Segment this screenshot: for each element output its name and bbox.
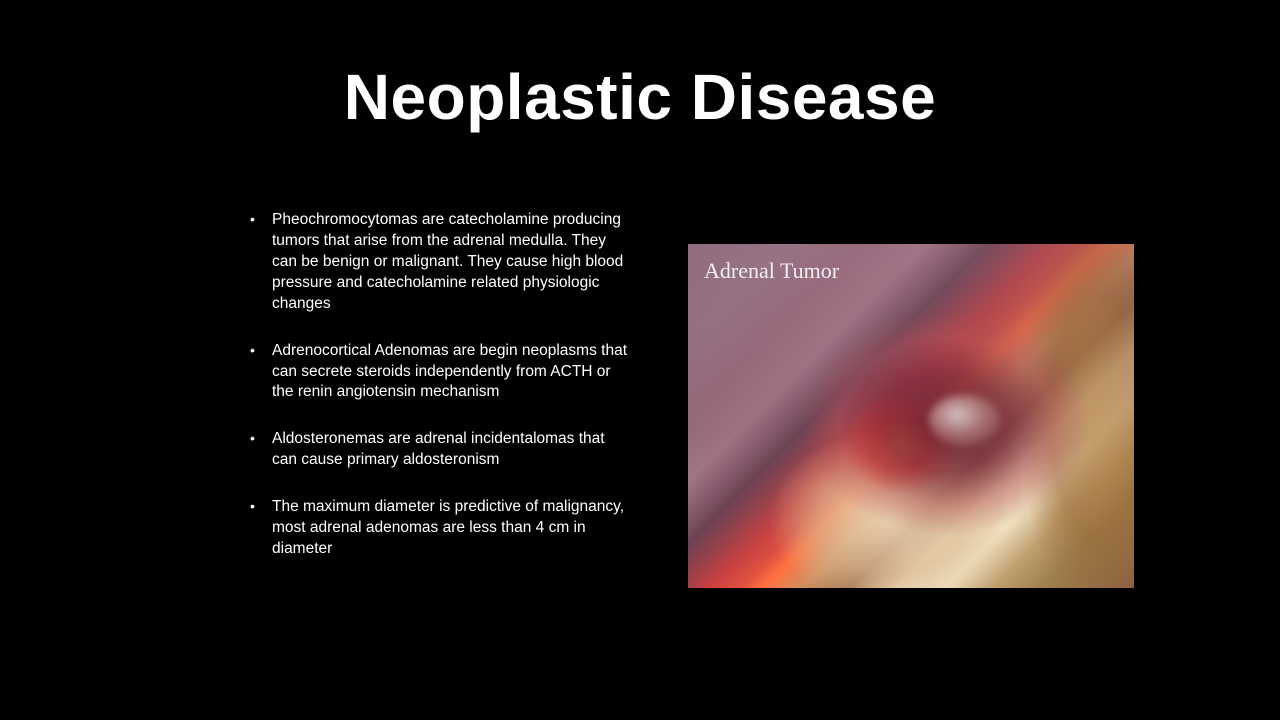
- bullet-item: Aldosteronemas are adrenal incidentaloma…: [250, 429, 630, 471]
- bullet-item: Adrenocortical Adenomas are begin neopla…: [250, 341, 630, 404]
- figure-highlight: [929, 395, 999, 445]
- slide-title: Neoplastic Disease: [0, 60, 1280, 134]
- bullet-list: Pheochromocytomas are catecholamine prod…: [250, 210, 630, 560]
- bullet-item: Pheochromocytomas are catecholamine prod…: [250, 210, 630, 315]
- slide: Neoplastic Disease Pheochromocytomas are…: [0, 0, 1280, 720]
- figure-image: Adrenal Tumor: [688, 244, 1134, 588]
- figure-label: Adrenal Tumor: [704, 258, 839, 284]
- figure-tissue-overlay: [688, 244, 1134, 588]
- bullet-content: Pheochromocytomas are catecholamine prod…: [250, 210, 630, 586]
- bullet-item: The maximum diameter is predictive of ma…: [250, 497, 630, 560]
